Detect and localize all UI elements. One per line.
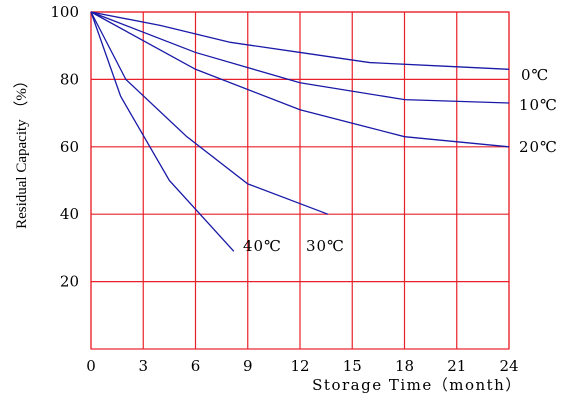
- y-axis-label: Residual Capacity （%）: [13, 73, 30, 229]
- series-label: 0℃: [521, 66, 549, 84]
- y-tick-label: 20: [60, 273, 79, 291]
- x-axis-label: Storage Time（month）: [312, 376, 522, 394]
- x-tick-label: 21: [447, 357, 466, 375]
- y-tick-label: 100: [50, 3, 79, 21]
- x-tick-label: 9: [243, 357, 253, 375]
- x-tick-label: 18: [395, 357, 414, 375]
- chart-grid: [90, 11, 510, 350]
- x-tick-label: 12: [290, 357, 309, 375]
- series-line: [90, 11, 235, 252]
- series-label: 30℃: [306, 237, 345, 255]
- x-tick-label: 6: [191, 357, 201, 375]
- y-axis-ticks: 100 80 60 40 20: [50, 3, 79, 291]
- series-line: [90, 11, 510, 148]
- x-tick-label: 15: [343, 357, 362, 375]
- series-label: 40℃: [243, 237, 282, 255]
- series-labels: 0℃ 10℃ 20℃ 30℃ 40℃: [243, 66, 558, 255]
- series-line: [90, 11, 329, 215]
- series-label: 10℃: [519, 96, 558, 114]
- x-tick-label: 0: [86, 357, 96, 375]
- x-tick-label: 24: [499, 357, 518, 375]
- y-tick-label: 40: [60, 205, 79, 223]
- x-tick-label: 3: [138, 357, 148, 375]
- x-axis-ticks: 0 3 6 9 12 15 18 21 24: [86, 357, 518, 375]
- series-line: [90, 11, 510, 104]
- chart-series: [90, 11, 510, 252]
- y-tick-label: 80: [60, 70, 79, 88]
- series-line: [90, 11, 510, 70]
- series-label: 20℃: [519, 138, 558, 156]
- y-tick-label: 60: [60, 138, 79, 156]
